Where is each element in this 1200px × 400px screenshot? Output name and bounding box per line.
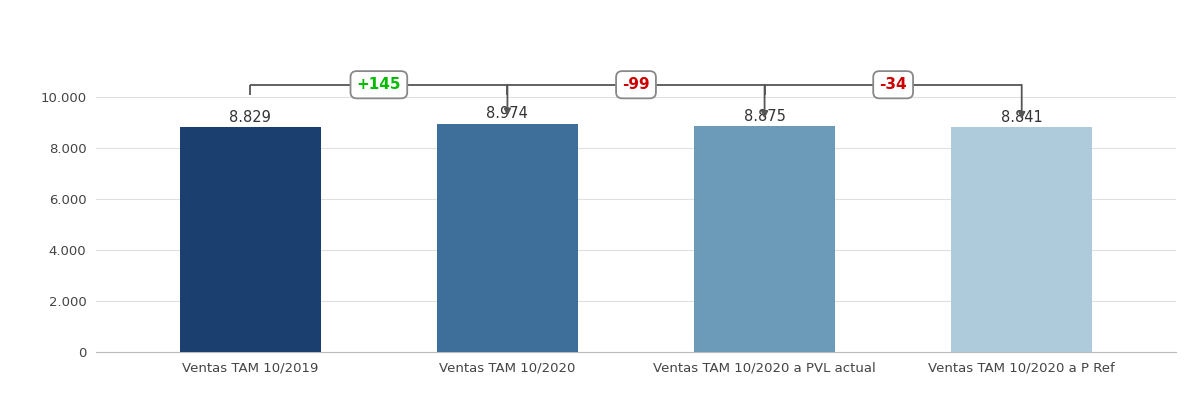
Text: 8.841: 8.841 [1001,110,1043,125]
Bar [437,124,578,352]
Text: +145: +145 [356,77,401,92]
Text: 8.875: 8.875 [744,109,786,124]
Text: -99: -99 [622,77,650,92]
Bar [694,126,835,352]
Text: -34: -34 [880,77,907,92]
Bar [180,127,322,352]
Text: Ventas TAM mercado con reembolso e impacto de la OPR 2020 (M€ PVL): Ventas TAM mercado con reembolso e impac… [23,19,700,37]
Bar [952,127,1092,352]
Text: 8.829: 8.829 [229,110,271,125]
Text: 8.974: 8.974 [486,106,528,121]
